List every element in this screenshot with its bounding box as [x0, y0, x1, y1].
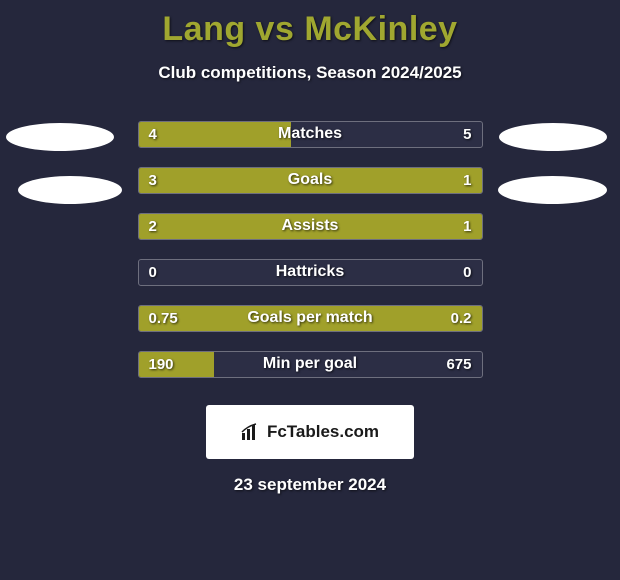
stat-value-left: 190 — [149, 352, 174, 377]
stat-value-right: 1 — [463, 214, 471, 239]
stat-row: 21Assists — [0, 203, 620, 249]
stat-value-right: 5 — [463, 122, 471, 147]
stat-value-left: 0.75 — [149, 306, 178, 331]
stat-row: 190675Min per goal — [0, 341, 620, 387]
bar-track: 31Goals — [138, 167, 483, 194]
bar-left — [139, 168, 396, 193]
bar-left — [139, 214, 368, 239]
stat-label: Hattricks — [139, 260, 482, 285]
page-title: Lang vs McKinley — [0, 0, 620, 49]
player-placeholder-icon — [499, 123, 607, 151]
player-placeholder-icon — [6, 123, 114, 151]
bar-left — [139, 122, 291, 147]
bar-track: 190675Min per goal — [138, 351, 483, 378]
bar-track: 45Matches — [138, 121, 483, 148]
date-label: 23 september 2024 — [0, 475, 620, 495]
stat-value-right: 675 — [446, 352, 471, 377]
stat-row: 0 0Hattricks — [0, 249, 620, 295]
stat-value-right: 1 — [463, 168, 471, 193]
player-placeholder-icon — [18, 176, 122, 204]
bar-track: 0 0Hattricks — [138, 259, 483, 286]
stat-value-left: 2 — [149, 214, 157, 239]
stat-value-left: 4 — [149, 122, 157, 147]
bar-track: 21Assists — [138, 213, 483, 240]
bars-icon — [241, 423, 261, 441]
bar-left — [139, 306, 410, 331]
badge-text: FcTables.com — [267, 422, 379, 442]
stat-value-left: 3 — [149, 168, 157, 193]
stat-value-right: 0 — [463, 260, 471, 285]
stat-value-right: 0.2 — [451, 306, 472, 331]
comparison-chart: 45Matches31Goals21Assists00Hattricks0.75… — [0, 111, 620, 387]
player-placeholder-icon — [498, 176, 607, 204]
stat-value-left: 0 — [149, 260, 157, 285]
bar-track: 0.750.2Goals per match — [138, 305, 483, 332]
stat-row: 0.750.2Goals per match — [0, 295, 620, 341]
subtitle: Club competitions, Season 2024/2025 — [0, 63, 620, 83]
source-badge: FcTables.com — [206, 405, 414, 459]
